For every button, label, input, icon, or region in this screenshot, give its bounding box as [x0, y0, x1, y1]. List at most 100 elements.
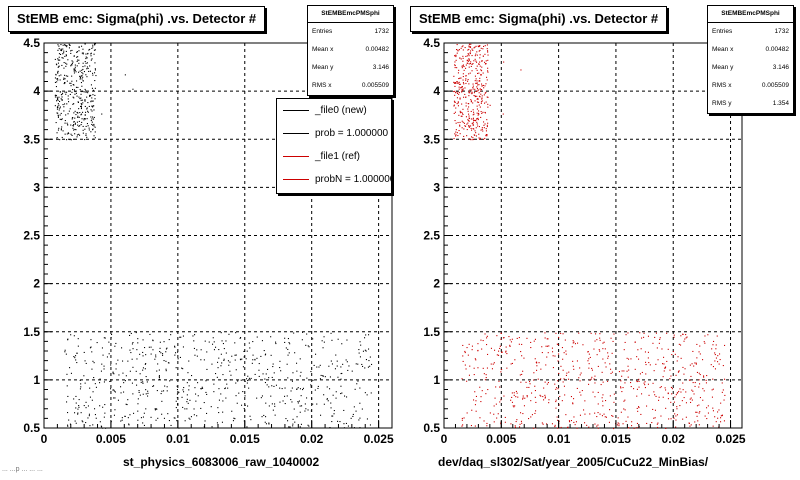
data-point [539, 394, 541, 396]
data-point [94, 408, 96, 410]
data-point [139, 373, 141, 375]
data-point [534, 396, 536, 398]
data-point [568, 378, 570, 380]
data-point [61, 126, 63, 128]
data-point [64, 349, 66, 351]
data-point [275, 343, 277, 345]
data-point [463, 135, 465, 137]
data-point [154, 409, 156, 411]
data-point [76, 121, 78, 123]
data-point [157, 417, 159, 419]
data-point [557, 344, 559, 346]
data-point [454, 94, 456, 96]
data-point [92, 128, 94, 130]
data-point [523, 357, 525, 359]
data-point [75, 92, 77, 94]
data-point [458, 93, 460, 95]
data-point [471, 55, 473, 57]
data-point [464, 87, 466, 89]
data-point [623, 370, 625, 372]
data-point [475, 78, 477, 80]
data-point [599, 339, 601, 341]
data-point [57, 70, 59, 72]
data-point [263, 350, 265, 352]
left-stats-row-entries: Entries 1732 [308, 23, 393, 41]
data-point [467, 122, 469, 124]
data-point [310, 386, 312, 388]
data-point [683, 397, 685, 399]
data-point [56, 100, 58, 102]
data-point [529, 383, 531, 385]
data-point [516, 419, 518, 421]
data-point [499, 386, 501, 388]
data-point [70, 124, 72, 126]
data-point [565, 353, 567, 355]
data-point [717, 411, 719, 413]
data-point [137, 410, 139, 412]
data-point [231, 355, 233, 357]
data-point [369, 365, 371, 367]
data-point [579, 391, 581, 393]
data-point [84, 100, 86, 102]
data-point [335, 391, 337, 393]
data-point [217, 407, 219, 409]
data-point [653, 391, 655, 393]
data-point [692, 350, 694, 352]
data-point [487, 353, 489, 355]
data-point [63, 62, 65, 64]
data-point [636, 395, 638, 397]
data-point [581, 390, 583, 392]
data-point [574, 424, 576, 426]
data-point [67, 95, 69, 97]
data-point [292, 425, 294, 427]
data-point [644, 351, 646, 353]
data-point [94, 126, 96, 128]
data-point [206, 412, 208, 414]
data-point [479, 45, 481, 47]
data-point [671, 354, 673, 356]
data-point [101, 363, 103, 365]
data-point [280, 370, 282, 372]
data-point [145, 376, 147, 378]
data-point [468, 73, 470, 75]
data-point [163, 360, 165, 362]
data-point [186, 394, 188, 396]
data-point [190, 416, 192, 418]
data-point [573, 416, 575, 418]
data-point [291, 387, 293, 389]
data-point [544, 332, 546, 334]
data-point [330, 332, 332, 334]
data-point [110, 388, 112, 390]
data-point [56, 96, 58, 98]
data-point [468, 115, 470, 117]
data-point [564, 394, 566, 396]
data-point [84, 65, 86, 67]
data-point [296, 388, 298, 390]
data-point [60, 49, 62, 51]
data-point [57, 62, 59, 64]
data-point [522, 398, 524, 400]
legend-label: _file1 (ref) [315, 151, 361, 162]
data-point [80, 108, 82, 110]
data-point [486, 126, 488, 128]
data-point [552, 367, 554, 369]
data-point [576, 360, 578, 362]
data-point [213, 391, 215, 393]
data-point [94, 383, 96, 385]
data-point [462, 60, 464, 62]
data-point [467, 354, 469, 356]
data-point [704, 335, 706, 337]
data-point [476, 51, 478, 53]
data-point [477, 90, 479, 92]
data-point [337, 376, 339, 378]
data-point [717, 417, 719, 419]
data-point [166, 390, 168, 392]
data-point [182, 389, 184, 391]
data-point [472, 139, 474, 141]
data-point [90, 53, 92, 55]
data-point [365, 350, 367, 352]
data-point [475, 135, 477, 137]
data-point [696, 357, 698, 359]
data-point [613, 393, 615, 395]
data-point [368, 360, 370, 362]
